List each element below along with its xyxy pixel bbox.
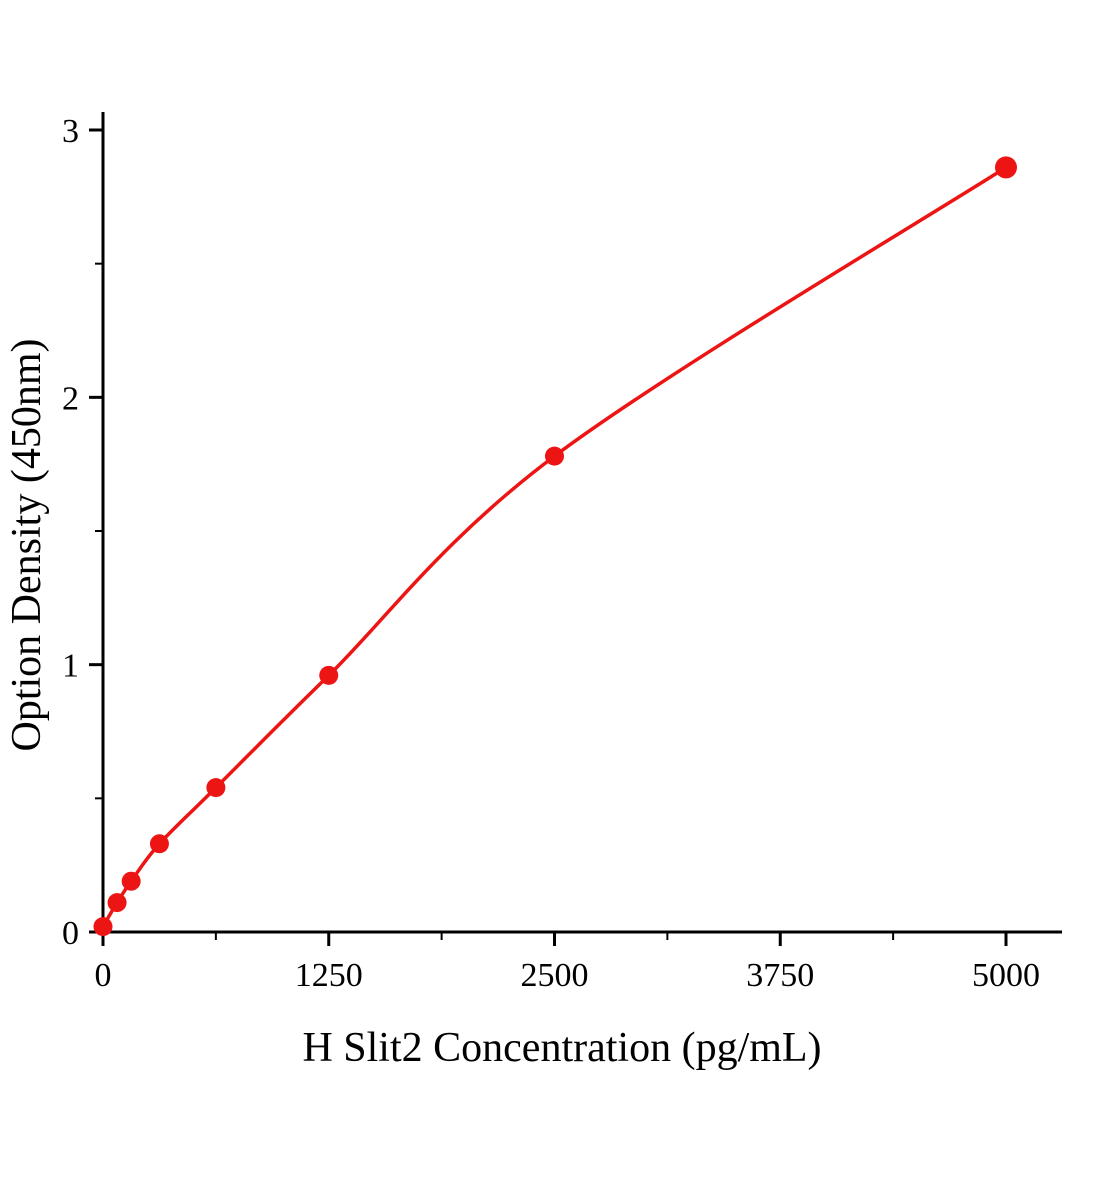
data-point (995, 156, 1017, 179)
x-tick-label: 1250 (295, 957, 363, 994)
y-tick-label: 1 (62, 648, 79, 685)
y-tick-label: 3 (62, 113, 79, 150)
data-point (121, 871, 141, 891)
x-tick-label: 5000 (972, 957, 1040, 994)
y-tick-label: 0 (62, 915, 79, 952)
x-tick-label: 3750 (746, 957, 814, 994)
fit-curve-line (101, 165, 1008, 929)
data-point (149, 834, 169, 854)
data-point (545, 446, 564, 466)
data-point (206, 778, 226, 798)
y-axis-title: Option Density (450nm) (4, 338, 50, 752)
data-point (319, 665, 339, 685)
data-point (107, 893, 127, 913)
data-point (93, 917, 113, 937)
x-tick-label: 2500 (521, 957, 589, 994)
x-tick-label: 0 (95, 957, 112, 994)
y-tick-label: 2 (62, 380, 79, 417)
x-axis-title: H Slit2 Concentration (pg/mL) (302, 1025, 822, 1071)
